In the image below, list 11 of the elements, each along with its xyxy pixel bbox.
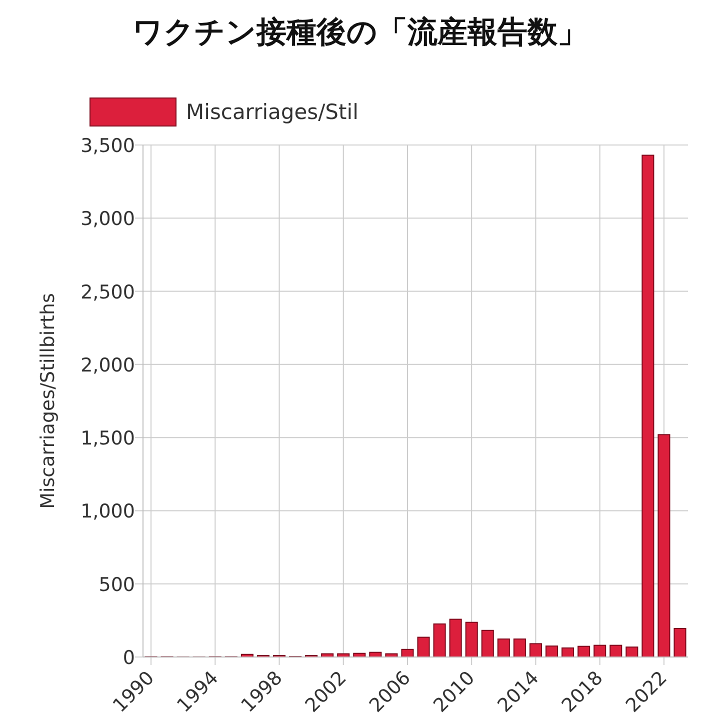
y-tick-label: 2,000 [80,354,135,376]
y-axis-title: Miscarriages/Stillbirths [37,293,59,509]
y-tick-label: 0 [122,647,135,669]
y-tick-label: 500 [98,574,135,596]
legend-label: Miscarriages/Stil [186,100,358,124]
y-tick-label: 3,500 [80,135,135,157]
chart-title: ワクチン接種後の「流産報告数」 [132,15,588,50]
y-tick-label: 3,000 [80,208,135,230]
y-tick-label: 1,500 [80,428,135,450]
y-tick-label: 1,000 [80,500,135,523]
y-tick-label: 2,500 [80,281,135,304]
